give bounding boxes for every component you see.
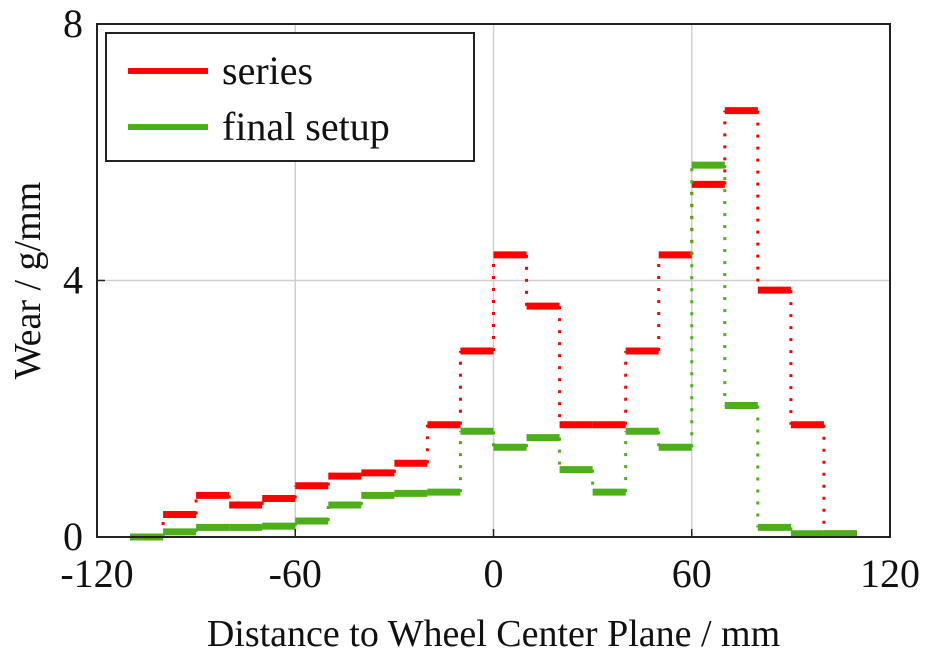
y-tick-label: 0: [63, 514, 83, 559]
x-tick-label: -60: [269, 551, 322, 596]
legend-entry: series: [222, 48, 313, 93]
legend: series final setup: [105, 32, 475, 162]
x-tick-label: 120: [860, 551, 920, 596]
legend-box: [105, 32, 475, 162]
x-axis-label: Distance to Wheel Center Plane / mm: [207, 613, 780, 655]
y-tick-label: 8: [63, 1, 83, 46]
series-final-setup: [130, 161, 857, 541]
y-tick-label: 4: [63, 258, 83, 303]
tick-labels: -120 -60 0 60 120 0 4 8: [60, 1, 920, 596]
legend-entry: final setup: [222, 104, 390, 149]
y-axis-label: Wear / g/mm: [7, 182, 49, 379]
x-tick-label: -120: [60, 551, 133, 596]
x-tick-label: 60: [672, 551, 712, 596]
x-tick-label: 0: [484, 551, 504, 596]
